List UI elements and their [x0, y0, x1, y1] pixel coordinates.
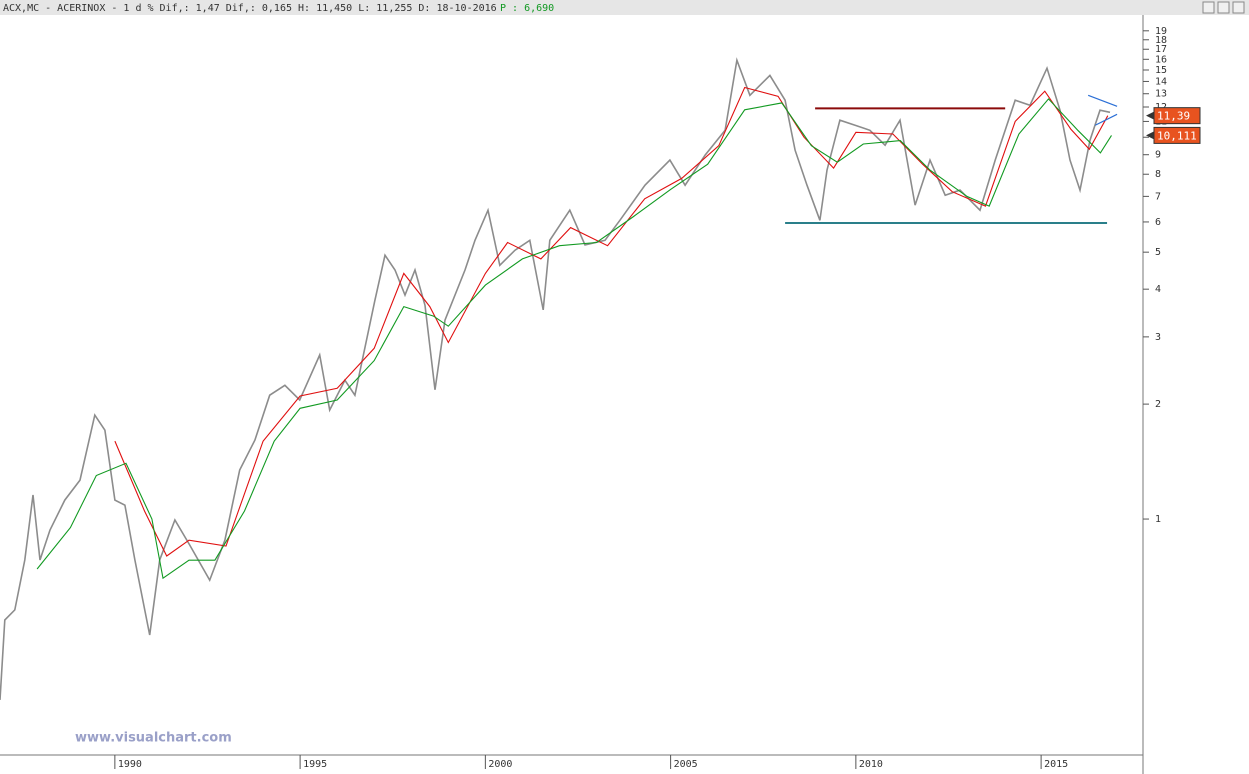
price-tag: [1153, 107, 1201, 125]
price-tag: [1153, 126, 1201, 144]
plot-area: [0, 15, 1143, 755]
maximize-button[interactable]: [1217, 1, 1230, 14]
price-tag-label: 10,111: [1157, 129, 1197, 142]
y-tick-label: 4: [1155, 284, 1161, 295]
trend-line: [1094, 113, 1118, 126]
watermark: www.visualchart.com: [75, 731, 232, 746]
y-tick-label: 14: [1155, 76, 1167, 87]
x-tick-label: 2015: [1044, 759, 1068, 770]
header-price: P : 6,690: [500, 3, 554, 14]
x-tick-label: 2010: [859, 759, 883, 770]
y-tick-label: 1: [1155, 514, 1161, 525]
y-tick-label: 7: [1155, 191, 1161, 202]
y-tick-label: 16: [1155, 54, 1167, 65]
x-tick-label: 1995: [303, 759, 327, 770]
x-tick-label: 1990: [118, 759, 142, 770]
moving-average: [36, 98, 1112, 580]
header-bar: [0, 0, 1249, 15]
price-tag-arrow: [1146, 111, 1154, 120]
price-tag-label: 11,39: [1157, 110, 1190, 123]
header-title: ACX,MC - ACERINOX - 1 d % Dif,: 1,47 Dif…: [3, 3, 497, 14]
x-tick-label: 2000: [488, 759, 512, 770]
window-buttons[interactable]: [1202, 1, 1245, 14]
y-tick-label: 13: [1155, 89, 1167, 100]
minimize-button[interactable]: [1202, 1, 1215, 14]
close-button[interactable]: [1232, 1, 1245, 14]
price-tag-arrow: [1146, 131, 1154, 140]
x-tick-label: 2005: [674, 759, 698, 770]
y-tick-label: 18: [1155, 35, 1167, 46]
y-tick-label: 5: [1155, 247, 1161, 258]
y-tick-label: 19: [1155, 26, 1167, 37]
y-tick-label: 2: [1155, 399, 1161, 410]
y-tick-label: 17: [1155, 44, 1167, 55]
trend-line: [1087, 94, 1118, 107]
y-tick-label: 9: [1155, 150, 1161, 161]
y-tick-label: 3: [1155, 332, 1161, 343]
y-tick-label: 8: [1155, 169, 1161, 180]
y-tick-label: 15: [1155, 65, 1167, 76]
y-tick-label: 6: [1155, 217, 1161, 228]
price-line: [0, 57, 1111, 700]
